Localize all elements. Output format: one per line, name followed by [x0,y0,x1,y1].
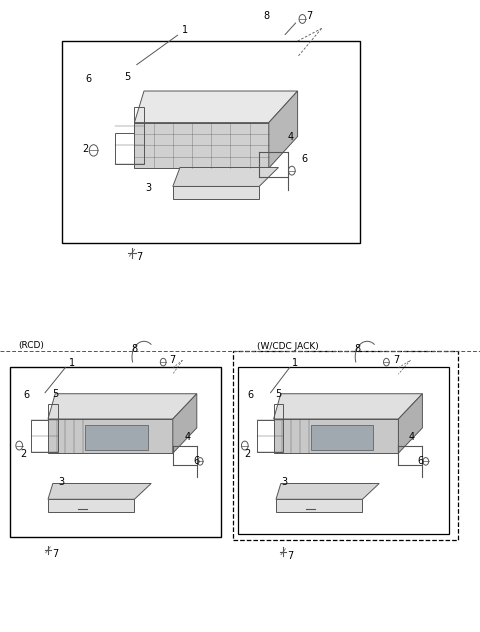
Polygon shape [274,394,422,419]
Text: 7: 7 [52,549,59,559]
Text: 7: 7 [306,11,313,21]
Text: (RCD): (RCD) [18,341,44,350]
Polygon shape [48,483,151,499]
Text: 6: 6 [86,74,92,84]
Text: 7: 7 [393,355,399,365]
Text: 3: 3 [58,477,64,487]
Polygon shape [48,499,134,512]
Text: 7: 7 [169,355,176,365]
Text: 2: 2 [244,449,251,459]
Polygon shape [134,91,298,123]
Text: 3: 3 [146,183,152,193]
Text: 8: 8 [132,344,137,355]
Text: 5: 5 [124,72,131,82]
Text: 3: 3 [282,477,288,487]
Text: 5: 5 [52,389,59,399]
Polygon shape [311,425,373,450]
Text: 4: 4 [288,132,293,142]
Polygon shape [398,394,422,453]
Text: 6: 6 [302,154,308,164]
Polygon shape [85,425,148,450]
Polygon shape [48,419,173,453]
Text: 7: 7 [136,252,143,262]
Text: 6: 6 [194,456,200,466]
Text: 4: 4 [408,432,414,442]
Text: 6: 6 [248,390,253,400]
Text: 6: 6 [24,390,29,400]
Text: 2: 2 [20,449,26,459]
Polygon shape [276,499,362,512]
Text: (W/CDC JACK): (W/CDC JACK) [257,342,319,351]
Text: 2: 2 [82,143,89,154]
Polygon shape [134,123,269,168]
Text: 1: 1 [69,358,75,368]
Text: 5: 5 [275,389,282,399]
Polygon shape [173,167,278,186]
Polygon shape [173,186,259,199]
Polygon shape [269,91,298,168]
Text: 6: 6 [417,456,423,466]
Polygon shape [48,394,197,419]
Text: 1: 1 [292,358,298,368]
Text: 4: 4 [184,432,190,442]
Polygon shape [173,394,197,453]
Polygon shape [276,483,379,499]
Text: 7: 7 [287,551,294,561]
Polygon shape [274,419,398,453]
Text: 8: 8 [355,344,360,355]
Text: 8: 8 [264,11,269,21]
Text: 1: 1 [182,25,188,35]
